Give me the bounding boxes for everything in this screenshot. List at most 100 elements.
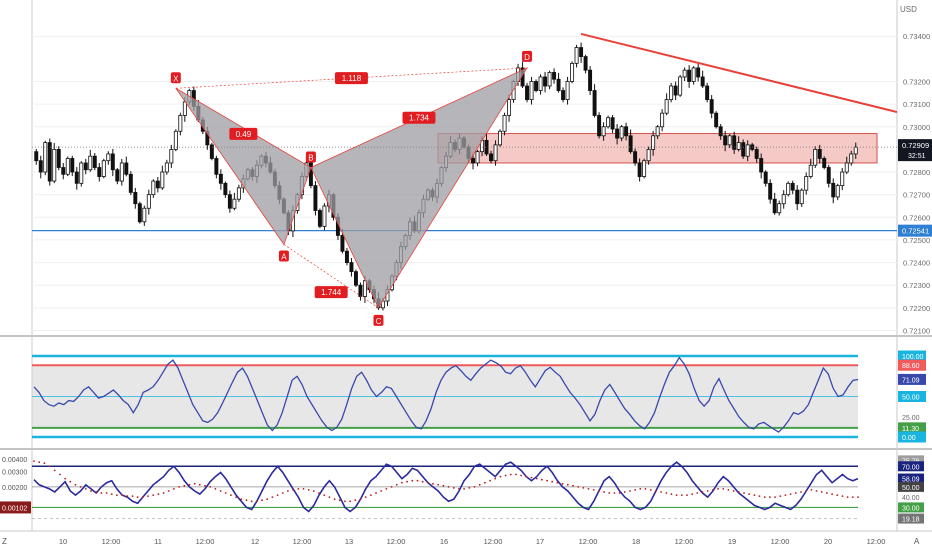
- candle[interactable]: [691, 66, 696, 85]
- osc2-line[interactable]: [33, 461, 859, 513]
- candle[interactable]: [88, 149, 93, 172]
- support-price-badge[interactable]: 0.72541: [898, 224, 932, 237]
- candle[interactable]: [164, 159, 169, 175]
- candle[interactable]: [344, 248, 349, 266]
- candle[interactable]: [349, 258, 354, 277]
- price-pane[interactable]: X A B C D 1.118 0.49 1.734 1.744: [32, 32, 898, 331]
- candle[interactable]: [799, 188, 804, 207]
- candle[interactable]: [597, 112, 602, 139]
- candle[interactable]: [133, 187, 138, 209]
- candle[interactable]: [214, 155, 219, 179]
- candle[interactable]: [502, 112, 507, 136]
- candle[interactable]: [92, 153, 97, 171]
- candle[interactable]: [714, 111, 719, 129]
- candle[interactable]: [498, 129, 503, 147]
- candle[interactable]: [633, 148, 638, 166]
- candle[interactable]: [718, 124, 723, 140]
- candle[interactable]: [556, 72, 561, 93]
- candle[interactable]: [308, 159, 313, 189]
- candle[interactable]: [160, 165, 165, 190]
- time-axis[interactable]: 10 12:00 11 12:00 12 12:00 13 12:00 16 12:00 17 12:…: [59, 537, 886, 546]
- candle[interactable]: [525, 82, 530, 103]
- candle[interactable]: [79, 161, 84, 187]
- price-axis[interactable]: 0.73400 0.73200 0.73100 0.73000 0.72800 0.727…: [898, 32, 932, 335]
- candle[interactable]: [606, 115, 611, 129]
- candle[interactable]: [137, 201, 142, 224]
- candle[interactable]: [538, 74, 543, 95]
- candle[interactable]: [358, 282, 363, 301]
- candle[interactable]: [588, 66, 593, 96]
- candle[interactable]: [155, 177, 160, 193]
- candle[interactable]: [592, 84, 597, 118]
- candle[interactable]: [763, 170, 768, 187]
- candle[interactable]: [110, 148, 115, 177]
- last-price-badge[interactable]: 0.72909 32:51: [898, 139, 932, 162]
- candle[interactable]: [579, 42, 584, 63]
- candle[interactable]: [570, 61, 575, 84]
- candle[interactable]: [489, 150, 494, 164]
- candle[interactable]: [786, 181, 791, 197]
- candle[interactable]: [687, 65, 692, 88]
- candle[interactable]: [795, 185, 800, 211]
- candle[interactable]: [97, 162, 102, 182]
- candle[interactable]: [849, 150, 854, 166]
- candle[interactable]: [56, 146, 61, 171]
- candle[interactable]: [232, 192, 237, 211]
- pattern-ac-dashed-line[interactable]: [283, 244, 379, 309]
- candle[interactable]: [101, 158, 106, 179]
- candle[interactable]: [106, 151, 111, 165]
- candle[interactable]: [574, 44, 579, 68]
- candle[interactable]: [146, 189, 151, 215]
- pattern-ratio-label[interactable]: 1.744: [314, 286, 348, 299]
- candle[interactable]: [47, 138, 52, 186]
- candle[interactable]: [664, 93, 669, 116]
- candle[interactable]: [610, 114, 615, 134]
- candle[interactable]: [619, 124, 624, 142]
- candle[interactable]: [642, 158, 647, 179]
- candle[interactable]: [655, 124, 660, 139]
- pattern-point-b[interactable]: B: [305, 151, 316, 163]
- candle[interactable]: [543, 71, 548, 93]
- candle[interactable]: [709, 95, 714, 119]
- osc2-dotted-series[interactable]: [33, 460, 859, 503]
- candle[interactable]: [741, 139, 746, 159]
- candle[interactable]: [38, 155, 43, 179]
- candle[interactable]: [696, 63, 701, 82]
- candle[interactable]: [813, 146, 818, 168]
- candle[interactable]: [547, 70, 552, 90]
- pattern-xd-dashed-line[interactable]: [175, 67, 528, 89]
- candle[interactable]: [173, 129, 178, 152]
- candle[interactable]: [115, 167, 120, 185]
- candle[interactable]: [777, 200, 782, 216]
- candle[interactable]: [817, 144, 822, 164]
- candle[interactable]: [124, 156, 129, 177]
- candle[interactable]: [745, 140, 750, 162]
- candle[interactable]: [768, 179, 773, 204]
- oscillator-pane-1[interactable]: 100.00 88.60 71.09 50.00 25.00 11.30 0.00: [32, 350, 926, 443]
- candle[interactable]: [223, 181, 228, 198]
- candle[interactable]: [759, 153, 764, 179]
- pattern-point-c[interactable]: C: [373, 314, 384, 326]
- pattern-point-x[interactable]: X: [170, 72, 181, 84]
- candle[interactable]: [615, 124, 620, 145]
- candle[interactable]: [637, 158, 642, 182]
- candle[interactable]: [736, 136, 741, 152]
- candle[interactable]: [732, 131, 737, 154]
- candle[interactable]: [583, 54, 588, 74]
- candle[interactable]: [660, 109, 665, 132]
- oscillator-pane-2[interactable]: 0.004000.003000.002000.0010275.7670.0058…: [0, 455, 924, 524]
- candle[interactable]: [853, 142, 858, 159]
- pattern-ratio-label[interactable]: 0.49: [229, 127, 258, 140]
- candle[interactable]: [475, 149, 480, 167]
- candle[interactable]: [142, 205, 147, 226]
- candle[interactable]: [322, 203, 327, 231]
- candle[interactable]: [178, 112, 183, 136]
- pattern-ratio-label[interactable]: 1.118: [334, 72, 368, 85]
- candle[interactable]: [840, 167, 845, 191]
- candle[interactable]: [83, 158, 88, 175]
- candle[interactable]: [727, 134, 732, 149]
- candle[interactable]: [65, 156, 70, 177]
- candle[interactable]: [236, 184, 241, 202]
- candle[interactable]: [651, 130, 656, 156]
